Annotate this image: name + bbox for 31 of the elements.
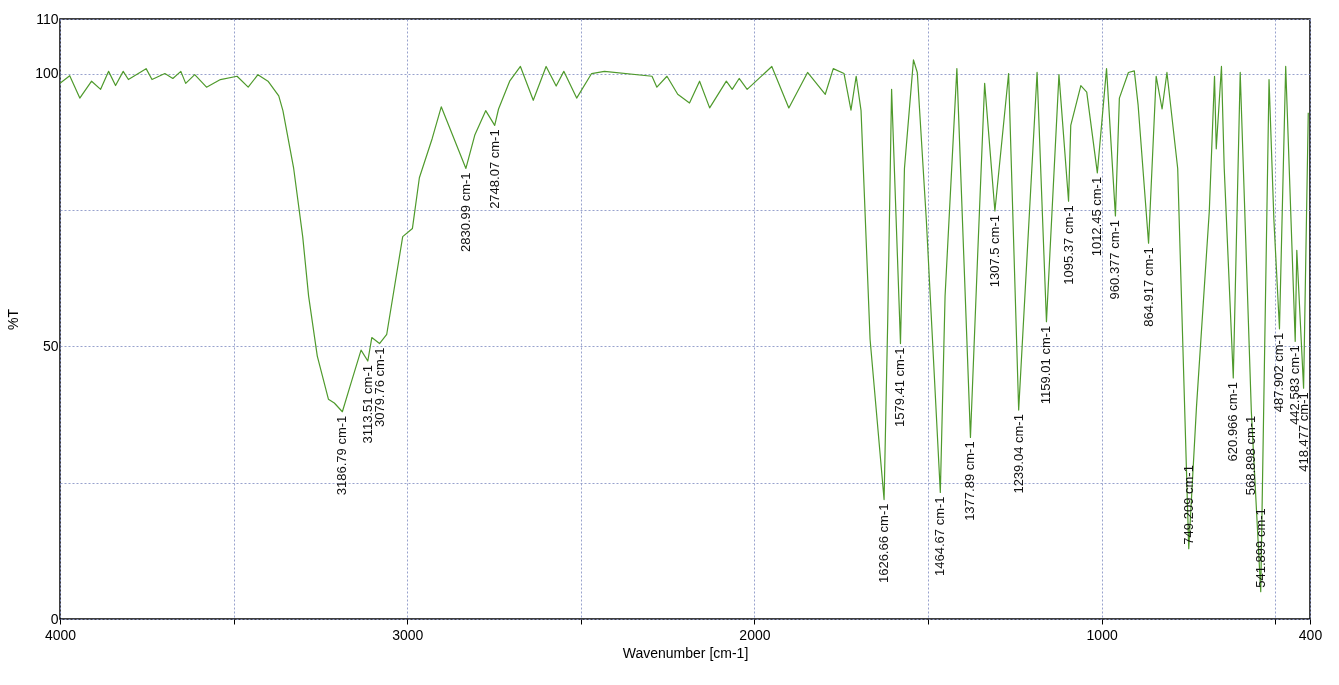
annotation: 1012.45 cm-1 xyxy=(1089,176,1105,257)
y-tick-label: 0 xyxy=(50,610,59,627)
annotation: 3186.79 cm-1 xyxy=(334,415,350,496)
x-tick-label: 4000 xyxy=(44,626,77,643)
annotation: 1579.41 cm-1 xyxy=(892,347,908,428)
annotation: 1095.37 cm-1 xyxy=(1060,205,1076,285)
annotation: 1464.67 cm-1 xyxy=(932,496,948,576)
annotation: 620.966 cm-1 xyxy=(1225,381,1241,462)
x-axis-title: Wavenumber [cm-1] xyxy=(622,644,749,661)
annotation: 1239.04 cm-1 xyxy=(1010,414,1026,494)
annotation: 960.377 cm-1 xyxy=(1107,219,1123,300)
annotation: 1159.01 cm-1 xyxy=(1038,325,1054,405)
x-tick-label: 1000 xyxy=(1086,626,1118,643)
annotation: 1307.5 cm-1 xyxy=(986,215,1002,288)
annotation: 541.899 cm-1 xyxy=(1252,508,1268,588)
y-tick-label: 100 xyxy=(35,65,59,82)
y-tick-label: 50 xyxy=(42,337,59,354)
annotation: 1626.66 cm-1 xyxy=(876,503,892,584)
annotation: 2748.07 cm-1 xyxy=(486,129,502,209)
y-tick-label: 110 xyxy=(36,10,59,27)
annotation: 568.898 cm-1 xyxy=(1243,415,1259,496)
x-tick-label: 3000 xyxy=(392,626,424,643)
x-tick-label: 400 xyxy=(1298,626,1323,643)
annotation: 487.902 cm-1 xyxy=(1271,332,1287,413)
y-axis-title: %T xyxy=(5,308,22,330)
annotation: 1377.89 cm-1 xyxy=(962,441,978,521)
x-tick-label: 2000 xyxy=(739,626,771,643)
line-series xyxy=(60,59,1309,593)
annotation: 2830.99 cm-1 xyxy=(457,172,473,252)
annotation: 864.917 cm-1 xyxy=(1140,247,1156,327)
annotation: 749.209 cm-1 xyxy=(1180,465,1196,545)
